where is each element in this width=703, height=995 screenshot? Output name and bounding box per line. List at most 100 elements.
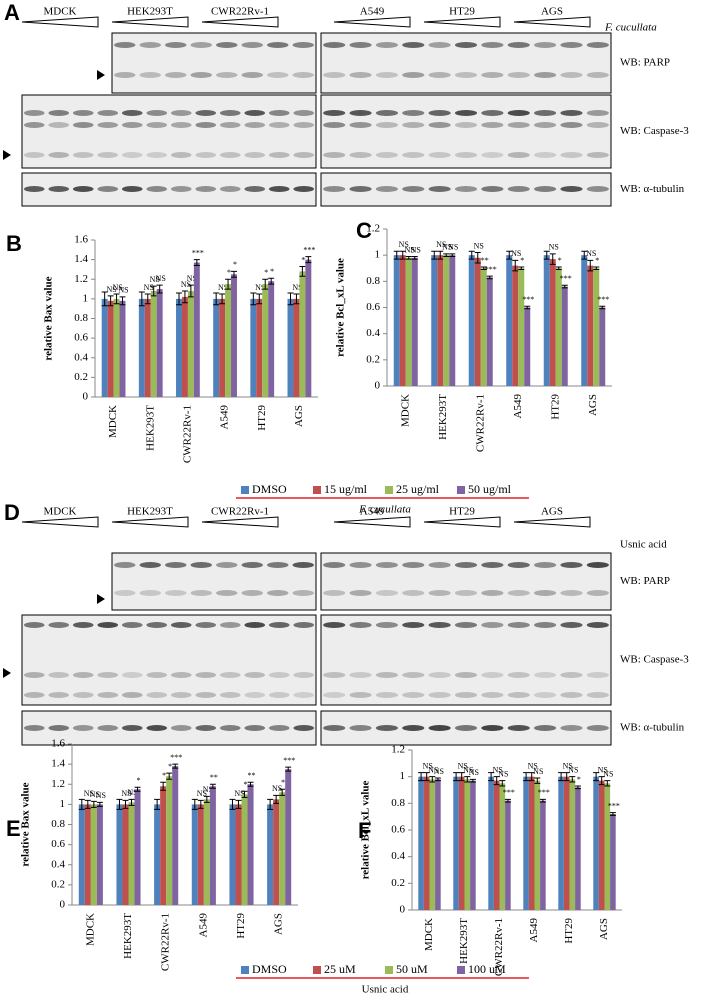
significance-label: NS bbox=[203, 785, 213, 794]
blot-band bbox=[268, 622, 290, 628]
error-bar bbox=[107, 295, 114, 307]
blot-band bbox=[481, 152, 504, 158]
significance-label: *** bbox=[522, 295, 534, 304]
blot-band bbox=[165, 42, 187, 48]
bar bbox=[287, 298, 294, 397]
blot-band bbox=[121, 186, 143, 192]
significance-label: NS bbox=[292, 283, 302, 292]
blot-band bbox=[428, 622, 451, 628]
blot-band bbox=[268, 692, 290, 698]
blot-band bbox=[586, 622, 609, 628]
bar bbox=[528, 776, 535, 910]
error-bar bbox=[262, 278, 269, 290]
blot-band bbox=[146, 186, 168, 192]
blot-band bbox=[349, 622, 372, 628]
y-tick-label: 1 bbox=[400, 770, 406, 782]
legend-title: Usnic acid bbox=[362, 984, 409, 995]
blot-band bbox=[195, 622, 217, 628]
blot-band bbox=[454, 186, 478, 192]
blot-band bbox=[402, 110, 425, 116]
y-tick-label: 0.2 bbox=[391, 877, 405, 889]
bar bbox=[506, 255, 513, 386]
y-tick-label: 0.2 bbox=[51, 878, 65, 890]
blot-band bbox=[139, 562, 161, 568]
error-bar bbox=[411, 255, 418, 260]
y-axis-title: relative Bax value bbox=[43, 276, 55, 360]
x-tick-label: HT29 bbox=[549, 394, 561, 420]
blot-band bbox=[323, 692, 346, 698]
significance-label: ** bbox=[248, 771, 256, 780]
error-bar bbox=[113, 293, 120, 305]
error-bar bbox=[499, 780, 506, 787]
blot-band bbox=[48, 692, 70, 698]
bar bbox=[575, 787, 581, 910]
error-bar bbox=[569, 776, 576, 783]
legend-swatch bbox=[313, 486, 321, 494]
cell-line-label: HEK293T bbox=[127, 6, 173, 18]
blot-band bbox=[402, 590, 425, 596]
blot-band bbox=[293, 692, 315, 698]
blot-band bbox=[23, 725, 45, 731]
blot-band bbox=[534, 186, 557, 192]
blot-label: WB: α-tubulin bbox=[620, 183, 685, 195]
dose-triangle bbox=[111, 516, 189, 528]
blot-band bbox=[241, 42, 263, 48]
significance-label: NS bbox=[458, 761, 468, 770]
significance-label: NS bbox=[411, 245, 421, 254]
error-bar bbox=[128, 798, 135, 806]
blot-band bbox=[244, 672, 266, 678]
error-bar bbox=[172, 763, 179, 769]
blot-band bbox=[165, 562, 187, 568]
y-tick-label: 1 bbox=[60, 798, 66, 810]
bar bbox=[593, 268, 600, 386]
error-bar bbox=[241, 790, 248, 798]
bar bbox=[435, 779, 441, 910]
error-bar bbox=[423, 772, 430, 782]
x-tick-label: A549 bbox=[219, 405, 231, 430]
blot-band bbox=[507, 590, 530, 596]
significance-label: NS bbox=[533, 767, 543, 776]
significance-label: NS bbox=[428, 765, 438, 774]
error-bar bbox=[175, 292, 182, 306]
x-tick-label: AGS bbox=[273, 913, 285, 935]
bar bbox=[610, 814, 616, 910]
error-bar bbox=[285, 766, 292, 772]
bar bbox=[156, 289, 163, 397]
x-tick-label: A549 bbox=[197, 913, 209, 938]
blot-band bbox=[268, 186, 290, 192]
y-tick-label: 0.6 bbox=[51, 838, 65, 850]
significance-label: NS bbox=[84, 789, 94, 798]
error-bar bbox=[235, 799, 242, 809]
cell-line-label: A549 bbox=[360, 506, 385, 518]
blot-band bbox=[402, 692, 425, 698]
error-bar bbox=[493, 776, 500, 786]
bar bbox=[229, 804, 236, 905]
blot-band bbox=[428, 72, 451, 78]
blot-band bbox=[481, 692, 504, 698]
blot-band bbox=[244, 622, 266, 628]
blot-band bbox=[146, 672, 168, 678]
blot-band bbox=[507, 186, 530, 192]
error-bar bbox=[250, 292, 257, 306]
significance-label: NS bbox=[96, 791, 106, 800]
blot-band bbox=[23, 122, 45, 128]
blot-band bbox=[402, 186, 425, 192]
bar bbox=[598, 780, 605, 910]
blot-band bbox=[560, 725, 583, 731]
blot-band bbox=[48, 122, 70, 128]
error-bar bbox=[181, 290, 188, 304]
y-tick-label: 1.6 bbox=[74, 234, 88, 246]
blot-band bbox=[349, 562, 372, 568]
error-bar bbox=[555, 266, 562, 271]
y-tick-label: 0.8 bbox=[391, 797, 405, 809]
blot-band bbox=[454, 122, 478, 128]
bar bbox=[563, 776, 570, 910]
blot-box bbox=[111, 552, 317, 611]
x-tick-label: MDCK bbox=[423, 918, 435, 951]
error-bar bbox=[549, 253, 556, 265]
error-bar bbox=[539, 798, 546, 803]
panel-label: A bbox=[4, 0, 20, 25]
cell-line-label: HEK293T bbox=[127, 506, 173, 518]
legend-label: 15 ug/ml bbox=[324, 482, 368, 496]
blot-band bbox=[48, 186, 70, 192]
